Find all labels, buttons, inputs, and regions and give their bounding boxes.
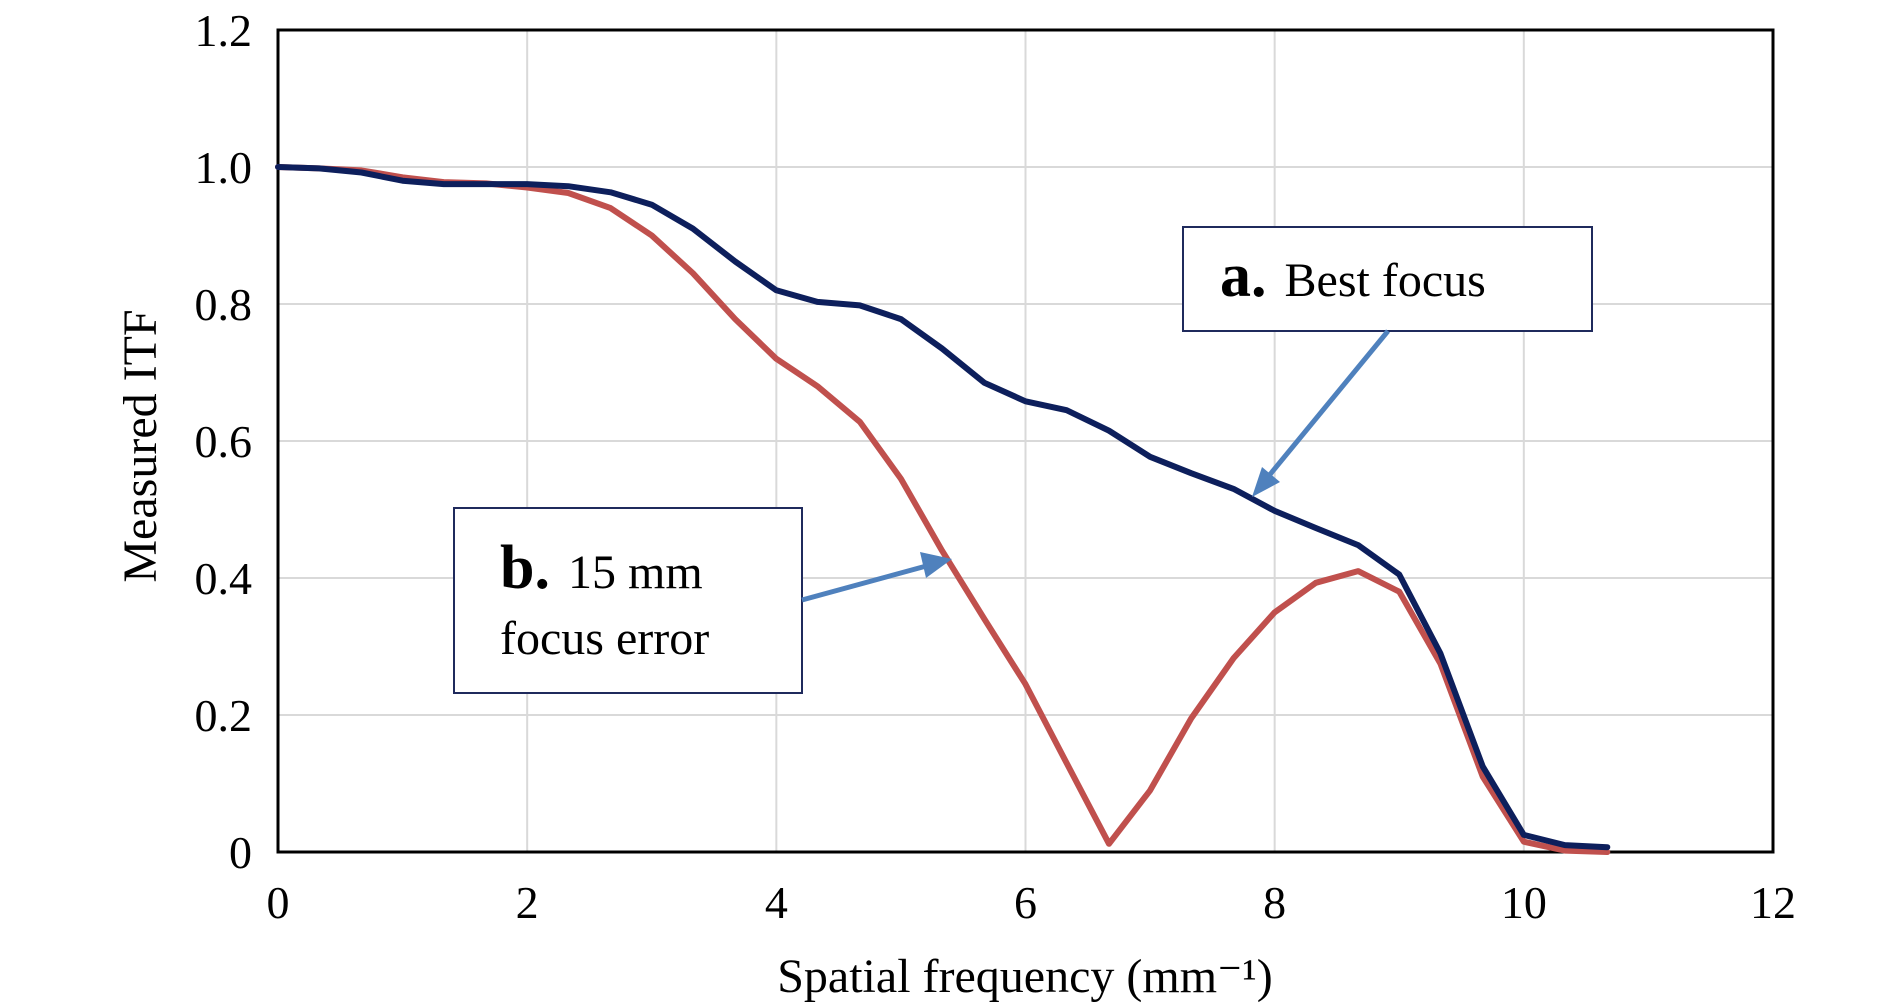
y-tick-label: 0.2 <box>195 690 253 741</box>
y-tick-label: 0 <box>229 827 252 878</box>
annotation-arrow <box>1261 329 1390 485</box>
x-tick-label: 10 <box>1501 877 1547 928</box>
y-tick-label: 1.0 <box>195 142 253 193</box>
x-tick-label: 12 <box>1750 877 1796 928</box>
x-axis-title: Spatial frequency (mm⁻¹) <box>777 950 1273 1003</box>
y-tick-label: 0.4 <box>195 553 253 604</box>
y-axis-title: Measured ITF <box>114 309 167 582</box>
annotation-text-line-1: b. 15 mm <box>500 534 703 602</box>
y-tick-label: 1.2 <box>195 5 253 56</box>
annotation-best-focus: a. Best focus <box>1182 226 1593 497</box>
annotation-text-line-2: focus error <box>500 612 709 665</box>
arrow-head <box>1252 467 1280 497</box>
y-tick-label: 0.6 <box>195 416 253 467</box>
annotation-letter: b. <box>500 534 550 602</box>
annotation-label: 15 mm <box>568 546 703 599</box>
annotation-focus-error: b. 15 mm focus error <box>453 507 952 694</box>
y-tick-label: 0.8 <box>195 279 253 330</box>
y-axis-ticks: 0 0.2 0.4 0.6 0.8 1.0 1.2 <box>195 5 253 878</box>
x-tick-label: 0 <box>267 877 290 928</box>
annotation-text: a. Best focus <box>1220 242 1486 310</box>
annotation-arrow <box>801 562 931 603</box>
x-tick-label: 2 <box>516 877 539 928</box>
annotation-box <box>453 507 803 694</box>
arrow-head <box>920 552 952 578</box>
series-line-best-focus <box>275 164 1611 851</box>
grid <box>278 30 1773 852</box>
annotation-letter: a. <box>1220 242 1267 310</box>
series-group <box>275 164 1611 855</box>
x-tick-label: 8 <box>1263 877 1286 928</box>
plot-area <box>276 28 1775 854</box>
x-axis-ticks: 0 2 4 6 8 10 12 <box>267 877 1797 928</box>
annotation-label: Best focus <box>1285 254 1486 307</box>
x-tick-label: 4 <box>765 877 788 928</box>
x-tick-label: 6 <box>1014 877 1037 928</box>
